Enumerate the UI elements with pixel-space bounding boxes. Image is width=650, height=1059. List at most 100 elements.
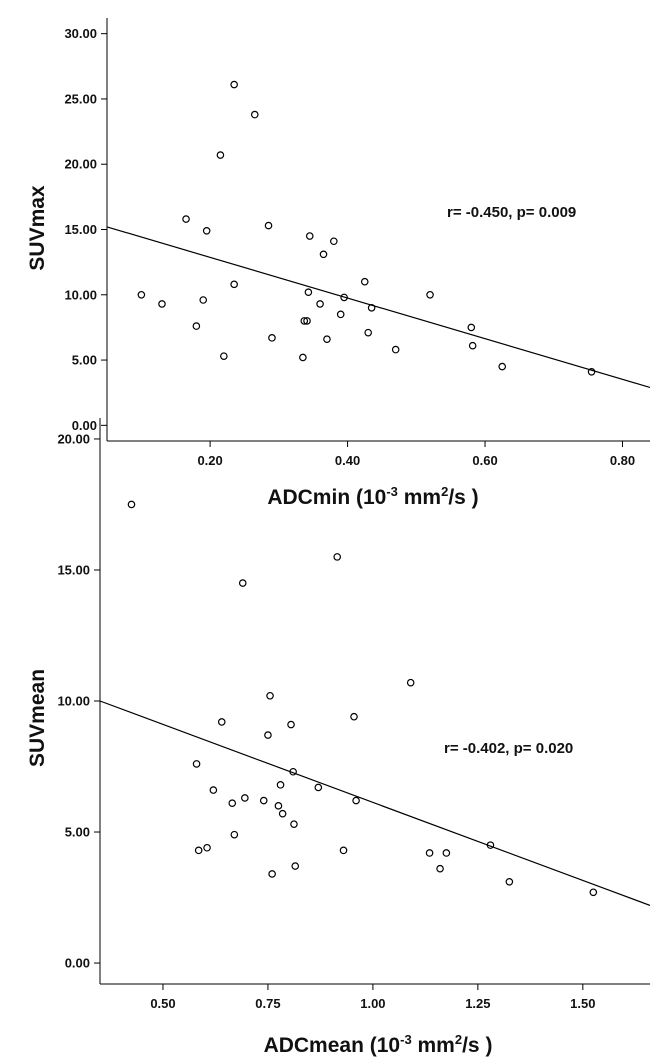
data-point	[316, 300, 324, 308]
x-axis-ticks: 0.20 0.40 0.60 0.80	[197, 441, 635, 468]
y-axis-label: SUVmean	[26, 669, 49, 767]
data-point	[264, 221, 273, 230]
data-point	[364, 328, 372, 337]
y-axis-ticks: 0.00 5.00 10.00 15.00 20.00 25.00 30.00	[64, 26, 107, 433]
data-point	[192, 322, 201, 330]
data-point	[406, 678, 415, 687]
data-point	[276, 781, 285, 789]
y-tick-label: 5.00	[72, 353, 97, 368]
data-point	[339, 846, 348, 855]
data-point	[289, 767, 297, 776]
data-point	[127, 500, 136, 509]
data-point	[291, 862, 300, 870]
data-point	[238, 579, 247, 587]
data-point	[314, 783, 323, 792]
y-tick-label: 0.00	[65, 956, 90, 971]
regression-line	[106, 226, 650, 389]
data-point	[230, 830, 239, 839]
y-tick-label: 15.00	[64, 222, 97, 237]
data-point	[259, 796, 268, 805]
y-tick-label: 15.00	[57, 562, 90, 577]
data-point	[319, 250, 328, 259]
data-point	[323, 335, 331, 343]
data-point	[333, 553, 342, 561]
data-point	[194, 846, 203, 855]
data-point	[287, 720, 295, 729]
data-point	[274, 802, 283, 810]
data-point	[278, 809, 287, 818]
data-point	[468, 341, 477, 350]
x-axis-label: ADCmean (10-3 mm2/s )	[264, 1032, 493, 1057]
data-point	[589, 888, 598, 897]
data-points	[137, 80, 596, 376]
x-tick-label: 0.50	[150, 996, 175, 1011]
y-tick-label: 25.00	[64, 91, 97, 106]
data-point	[182, 215, 190, 223]
scatter-chart-adcmean-suvmean: 0.00 5.00 10.00 15.00 20.00 0.50 0.75 1.00 1.25…	[26, 418, 650, 1057]
correlation-annotation: r= -0.450, p= 0.009	[447, 204, 576, 221]
data-point	[352, 796, 360, 805]
data-point	[367, 304, 376, 312]
y-tick-label: 20.00	[57, 431, 90, 446]
data-point	[241, 794, 249, 802]
data-point	[228, 799, 237, 807]
x-tick-label: 1.50	[570, 996, 595, 1011]
regression-line	[99, 700, 650, 906]
y-tick-label: 0.00	[72, 418, 97, 433]
data-point	[300, 317, 309, 325]
y-tick-label: 10.00	[64, 287, 97, 302]
data-point	[436, 864, 444, 873]
data-point	[250, 110, 259, 119]
x-tick-label: 0.80	[610, 453, 635, 468]
data-point	[350, 712, 358, 721]
data-point	[330, 237, 338, 246]
data-point	[266, 691, 274, 700]
y-tick-label: 5.00	[65, 825, 90, 840]
x-tick-label: 1.25	[465, 996, 490, 1011]
data-point	[304, 288, 313, 296]
y-tick-label: 30.00	[64, 26, 97, 41]
correlation-annotation: r= -0.402, p= 0.020	[444, 740, 573, 757]
data-point	[230, 280, 238, 289]
data-point	[268, 334, 276, 342]
data-point	[360, 277, 369, 286]
data-point	[290, 820, 298, 828]
data-point	[217, 718, 226, 726]
data-point	[192, 760, 201, 768]
data-point	[268, 870, 276, 878]
data-point	[203, 843, 211, 852]
x-tick-label: 0.60	[472, 453, 497, 468]
x-axis-ticks: 0.50 0.75 1.00 1.25 1.50	[150, 984, 595, 1011]
data-point	[303, 317, 311, 325]
data-point	[216, 151, 225, 159]
data-point	[426, 290, 434, 299]
data-point	[391, 345, 400, 354]
x-tick-label: 1.00	[360, 996, 385, 1011]
data-point	[137, 290, 146, 299]
data-point	[209, 786, 218, 794]
data-point	[336, 310, 345, 319]
y-axis-label: SUVmax	[26, 185, 49, 271]
data-point	[202, 227, 211, 235]
data-point	[587, 368, 596, 376]
data-point	[220, 352, 228, 360]
data-point	[305, 232, 314, 240]
data-point	[486, 841, 495, 849]
data-point	[299, 353, 307, 362]
data-point	[158, 300, 166, 308]
data-point	[467, 323, 476, 332]
data-point	[498, 362, 507, 371]
x-tick-label: 0.40	[335, 453, 360, 468]
y-tick-label: 10.00	[57, 694, 90, 709]
data-point	[425, 849, 434, 857]
data-point	[340, 293, 348, 302]
x-tick-label: 0.75	[255, 996, 280, 1011]
data-point	[505, 878, 514, 886]
data-point	[199, 296, 208, 304]
data-point	[230, 80, 238, 89]
y-tick-label: 20.00	[64, 157, 97, 172]
data-point	[442, 849, 451, 857]
x-tick-label: 0.20	[197, 453, 222, 468]
